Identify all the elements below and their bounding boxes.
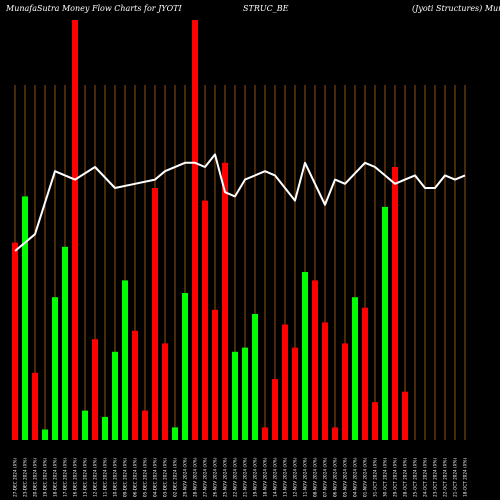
outflow-bar [162,343,168,440]
inflow-bar [112,351,118,440]
x-tick-label: 14-NOV 2024 (X%) [273,457,278,497]
x-tick-label: 18-DEC 2024 (X%) [53,458,58,497]
x-tick-label: 06-DEC 2024 (X%) [133,458,138,497]
x-tick-label: 06-NOV 2024 (X%) [333,457,338,497]
x-tick-label: 13-DEC 2024 (X%) [83,458,88,497]
inflow-bar [352,297,358,440]
outflow-bar [212,309,218,440]
x-tick-label: 18-NOV 2024 (X%) [263,457,268,497]
inflow-bar [82,410,88,440]
outflow-bar [372,402,378,440]
x-tick-label: 25-OCT 2024 (X%) [413,457,418,497]
inflow-bar [252,314,258,440]
inflow-bar [102,416,108,440]
inflow-bar [302,272,308,440]
x-tick-label: 08-NOV 2024 (X%) [313,457,318,497]
outflow-bar [142,410,148,440]
x-tick-label: 16-DEC 2024 (X%) [73,458,78,497]
outflow-bar [152,188,158,440]
x-tick-label: 11-DEC 2024 (X%) [103,458,108,497]
x-tick-label: 11-NOV 2024 (X%) [303,457,308,497]
outflow-bar [92,339,98,440]
x-tick-label: 05-NOV 2024 (X%) [343,457,348,497]
x-tick-label: 19-NOV 2024 (X%) [253,457,258,497]
x-tick-label: 22-NOV 2024 (X%) [233,457,238,497]
x-tick-label: 17-DEC 2024 (X%) [63,458,68,497]
x-tick-label: 25-NOV 2024 (X%) [223,457,228,497]
inflow-bar [182,293,188,440]
money-flow-line-group [14,153,466,252]
x-tick-label: 12-DEC 2024 (X%) [93,458,98,497]
x-tick-label: 03-DEC 2024 (X%) [163,458,168,497]
x-tick-label: 21-NOV 2024 (X%) [243,457,248,497]
bars [12,20,408,441]
x-tick-label: 20-DEC 2024 (X%) [33,458,38,497]
x-tick-label: 07-NOV 2024 (X%) [323,457,328,497]
outflow-bar [272,379,278,440]
outflow-bar [332,427,338,440]
x-tick-label: 27-DEC 2024 (X%) [13,458,18,497]
money-flow-line [14,153,466,252]
inflow-bar [52,297,58,440]
x-tick-label: 28-NOV 2024 (X%) [193,457,198,497]
inflow-bar [172,427,178,440]
x-tick-label: 22-OCT 2024 (X%) [443,457,448,497]
outflow-bar [202,200,208,440]
outflow-bar [132,330,138,440]
inflow-bar [62,246,68,440]
x-tick-label: 23-DEC 2024 (X%) [23,458,28,497]
chart-title-left: MunafaSutra Money Flow Charts for JYOTI [5,4,183,13]
x-tick-label: 12-NOV 2024 (X%) [293,457,298,497]
x-tick-label: 18-OCT 2024 (X%) [463,457,468,497]
x-tick-label: 27-NOV 2024 (X%) [203,457,208,497]
x-tick-label: 19-DEC 2024 (X%) [43,458,48,497]
outflow-bar [72,20,78,440]
inflow-bar [42,429,48,440]
inflow-bar [382,206,388,440]
outflow-bar [392,167,398,440]
x-tick-label: 29-NOV 2024 (X%) [183,457,188,497]
outflow-bar [342,343,348,440]
outflow-bar [282,324,288,440]
outflow-bar [292,347,298,440]
outflow-bar [192,20,198,440]
outflow-bar [12,242,18,440]
x-tick-label: 09-DEC 2024 (X%) [123,458,128,497]
chart-title-right: (Jyoti Structures) MunafaSutra.com [412,4,500,13]
inflow-bar [122,280,128,440]
x-tick-label: 24-OCT 2024 (X%) [423,457,428,497]
outflow-bar [322,322,328,440]
outflow-bar [32,372,38,440]
x-tick-label: 04-DEC 2024 (X%) [153,458,158,497]
inflow-bar [242,347,248,440]
x-tick-label: 30-OCT 2024 (X%) [383,457,388,497]
x-tick-label: 21-OCT 2024 (X%) [453,457,458,497]
inflow-bar [232,351,238,440]
x-tick-label: 28-OCT 2024 (X%) [403,457,408,497]
outflow-bar [402,391,408,440]
outflow-bar [312,280,318,440]
chart-title-center: STRUC_BE [243,4,289,13]
outflow-bar [362,307,368,440]
x-tick-labels: 27-DEC 2024 (X%) 23-DEC 2024 (X%) 20-DEC 2… [13,457,468,497]
x-tick-label: 05-DEC 2024 (X%) [143,458,148,497]
x-tick-label: 10-DEC 2024 (X%) [113,458,118,497]
x-tick-label: 04-NOV 2024 (X%) [353,457,358,497]
outflow-bar [262,427,268,440]
x-tick-label: 23-OCT 2024 (X%) [433,457,438,497]
inflow-bar [22,196,28,440]
x-tick-label: 31-OCT 2024 (X%) [373,457,378,497]
outflow-bar [222,162,228,441]
x-tick-label: 02-DEC 2024 (X%) [173,458,178,497]
x-tick-label: 01-NOV 2024 (X%) [363,457,368,497]
x-tick-label: 29-OCT 2024 (X%) [393,457,398,497]
x-tick-label: 26-NOV 2024 (X%) [213,457,218,497]
x-tick-label: 13-NOV 2024 (X%) [283,457,288,497]
